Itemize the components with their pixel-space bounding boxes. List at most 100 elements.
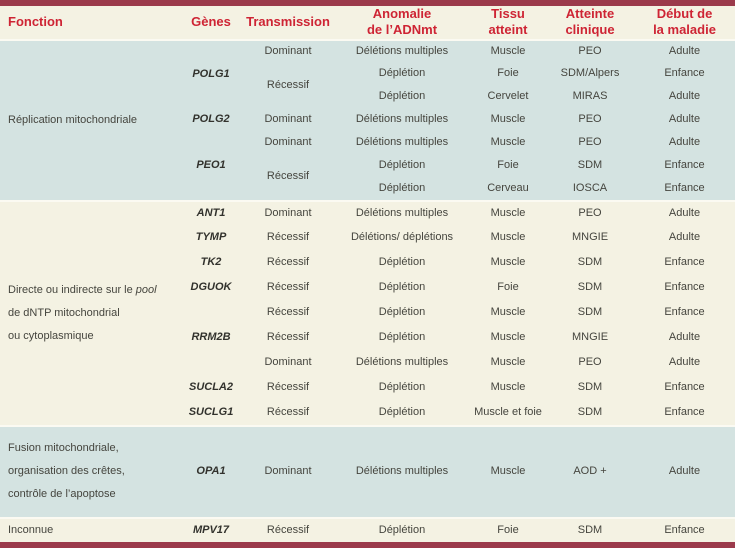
table-row: Directe ou indirecte sur le pool de dNTP… xyxy=(0,200,735,426)
cell-tissue: Muscle xyxy=(470,108,546,132)
header-line: la maladie xyxy=(653,22,716,38)
header-line: Tissu xyxy=(491,6,525,21)
cell-onset: Enfance xyxy=(634,154,735,178)
cell-transmission: Dominant xyxy=(242,425,334,518)
cell-tissue: Foie xyxy=(470,62,546,86)
column-header-anomalie-adnmt: Anomalie de l’ADNmt xyxy=(334,6,470,40)
header-line: atteint xyxy=(488,22,528,38)
cell-tissue: Muscle xyxy=(470,39,546,63)
cell-tissue: Muscle xyxy=(470,325,546,351)
table-row: DGUOK Récessif Déplétion Foie SDM Enfanc… xyxy=(0,275,735,301)
cell-onset: Adulte xyxy=(634,425,735,518)
cell-gene-tymp: TYMP xyxy=(180,225,242,251)
table-row: PEO1 Dominant Délétions multiples Muscle… xyxy=(0,131,735,201)
function-line: organisation des crêtes, xyxy=(8,465,125,477)
cell-anomaly: Déplétion xyxy=(334,300,470,326)
table-row: RRM2B Récessif Déplétion Muscle SDM Enfa… xyxy=(0,300,735,376)
table-row: Fusion mitochondriale, organisation des … xyxy=(0,425,735,518)
cell-tissue: Cervelet xyxy=(470,85,546,109)
table-row: Réplication mitochondriale POLG1 Dominan… xyxy=(0,39,735,201)
cell-onset: Adulte xyxy=(634,325,735,351)
cell-gene-polg1: POLG1 xyxy=(180,39,242,109)
cell-tissue: Muscle et foie xyxy=(470,400,546,426)
cell-transmission: Récessif xyxy=(242,375,334,401)
cell-tissue: Muscle xyxy=(470,131,546,155)
cell-onset: Enfance xyxy=(634,400,735,426)
cell-transmission: Récessif xyxy=(242,62,334,109)
column-header-transmission: Transmission xyxy=(242,6,334,40)
section-pool-dntp: Directe ou indirecte sur le pool de dNTP… xyxy=(0,200,735,426)
cell-transmission: Récessif xyxy=(242,517,334,543)
cell-transmission: Dominant xyxy=(242,131,334,155)
cell-transmission: Dominant xyxy=(242,350,334,376)
cell-tissue: Cerveau xyxy=(470,177,546,201)
cell-gene-rrm2b: RRM2B xyxy=(180,300,242,376)
bottom-rule-bar xyxy=(0,542,735,548)
cell-tissue: Muscle xyxy=(470,375,546,401)
cell-clinical: IOSCA xyxy=(546,177,634,201)
cell-tissue: Muscle xyxy=(470,300,546,326)
cell-onset: Adulte xyxy=(634,39,735,63)
cell-anomaly: Déplétion xyxy=(334,85,470,109)
cell-gene-peo1: PEO1 xyxy=(180,131,242,201)
cell-clinical: MNGIE xyxy=(546,225,634,251)
column-header-tissu-atteint: Tissu atteint xyxy=(470,6,546,40)
header-line: clinique xyxy=(565,22,615,38)
cell-anomaly: Délétions multiples xyxy=(334,131,470,155)
cell-transmission: Récessif xyxy=(242,250,334,276)
cell-onset: Adulte xyxy=(634,225,735,251)
function-line: de dNTP mitochondrial xyxy=(8,306,120,319)
function-text-italic: pool xyxy=(135,283,157,296)
cell-anomaly: Délétions multiples xyxy=(334,39,470,63)
table-row: Récessif Déplétion Muscle MNGIE Adulte xyxy=(0,325,735,351)
table-row: Récessif Déplétion Foie SDM/Alpers Enfan… xyxy=(0,62,735,109)
header-line: Anomalie xyxy=(372,6,432,21)
cell-onset: Enfance xyxy=(634,250,735,276)
cell-gene-tk2: TK2 xyxy=(180,250,242,276)
cell-anomaly: Déplétion xyxy=(334,325,470,351)
cell-gene-mpv17: MPV17 xyxy=(180,517,242,543)
table-row: Déplétion Cerveau IOSCA Enfance xyxy=(0,177,735,201)
header-line: Début de xyxy=(656,6,713,21)
table-header: Fonction Gènes Transmission Anomalie de … xyxy=(0,6,735,40)
cell-clinical: AOD + xyxy=(546,425,634,518)
cell-clinical: MNGIE xyxy=(546,325,634,351)
function-line: Directe ou indirecte sur le pool xyxy=(8,279,180,302)
cell-tissue: Foie xyxy=(470,275,546,301)
cell-transmission: Récessif xyxy=(242,325,334,351)
cell-anomaly: Délétions multiples xyxy=(334,350,470,376)
cell-function: Inconnue xyxy=(0,517,180,543)
table-row: Déplétion Cervelet MIRAS Adulte xyxy=(0,85,735,109)
cell-transmission: Récessif xyxy=(242,154,334,201)
top-rule-bar xyxy=(0,0,735,6)
cell-function: Directe ou indirecte sur le pool de dNTP… xyxy=(0,200,180,426)
cell-gene-ant1: ANT1 xyxy=(180,200,242,226)
cell-onset: Enfance xyxy=(634,177,735,201)
header-line: de l’ADNmt xyxy=(366,22,438,38)
cell-function: Fusion mitochondriale, organisation des … xyxy=(0,425,180,518)
function-line: ou cytoplasmique xyxy=(8,329,94,342)
cell-tissue: Muscle xyxy=(470,250,546,276)
cell-tissue: Muscle xyxy=(470,200,546,226)
cell-onset: Enfance xyxy=(634,275,735,301)
cell-clinical: SDM xyxy=(546,517,634,543)
cell-clinical: PEO xyxy=(546,108,634,132)
cell-clinical: PEO xyxy=(546,200,634,226)
cell-function: Réplication mitochondriale xyxy=(0,39,180,201)
table-row: Récessif Déplétion Foie SDM Enfance xyxy=(0,154,735,201)
cell-gene-polg2: POLG2 xyxy=(180,108,242,132)
table-row: Inconnue MPV17 Récessif Déplétion Foie S… xyxy=(0,517,735,543)
cell-gene-dguok: DGUOK xyxy=(180,275,242,301)
table-row: SUCLG1 Récessif Déplétion Muscle et foie… xyxy=(0,400,735,426)
section-fusion-mitochondriale: Fusion mitochondriale, organisation des … xyxy=(0,425,735,518)
cell-onset: Enfance xyxy=(634,517,735,543)
cell-onset: Enfance xyxy=(634,300,735,326)
cell-transmission: Dominant xyxy=(242,108,334,132)
cell-tissue: Muscle xyxy=(470,350,546,376)
cell-clinical: SDM xyxy=(546,275,634,301)
cell-clinical: SDM xyxy=(546,250,634,276)
cell-anomaly: Déplétion xyxy=(334,154,470,178)
gene-function-table: Fonction Gènes Transmission Anomalie de … xyxy=(0,6,735,543)
cell-anomaly: Déplétion xyxy=(334,275,470,301)
